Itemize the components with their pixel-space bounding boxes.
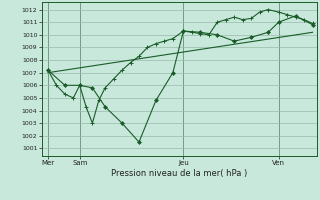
X-axis label: Pression niveau de la mer( hPa ): Pression niveau de la mer( hPa ) xyxy=(111,169,247,178)
